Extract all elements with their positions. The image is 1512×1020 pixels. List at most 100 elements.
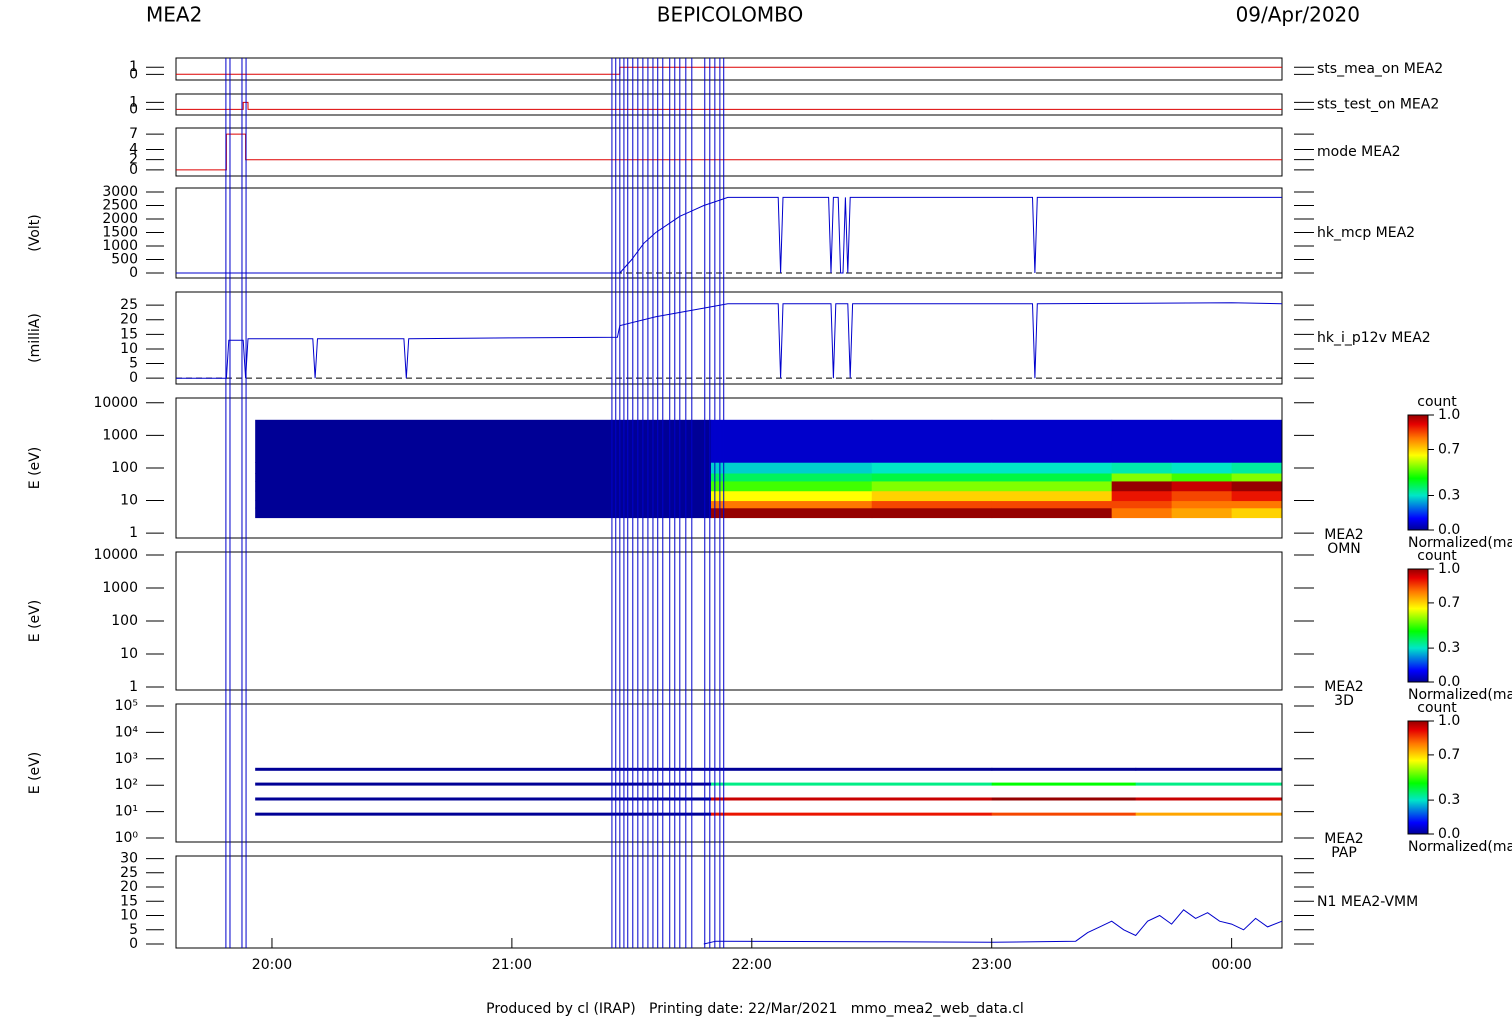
y-tick-label: 0	[129, 101, 138, 117]
y-tick-label: 100	[111, 613, 138, 629]
heatmap-cell	[711, 419, 873, 463]
y-tick-label: 15	[120, 893, 138, 909]
heatmap-cell	[1171, 507, 1233, 519]
y-tick-label: 5	[129, 922, 138, 938]
heatmap-cell	[1111, 419, 1173, 463]
panel-frame	[175, 855, 1283, 949]
heatmap-cell	[1111, 500, 1173, 509]
y-tick-label: 1000	[102, 427, 138, 443]
stripe-cell	[711, 767, 993, 771]
heatmap-cell	[871, 462, 993, 474]
y-tick-label: 0	[129, 265, 138, 281]
colorbar-tick-label: 0.7	[1438, 595, 1460, 611]
heatmap-cell	[1231, 462, 1283, 474]
colorbar-tick-label: 0.3	[1438, 640, 1460, 656]
y-tick-label: 4	[129, 141, 138, 157]
y-tick-label: 10	[120, 646, 138, 662]
heatmap-cell	[871, 480, 993, 492]
colorbar-label: Normalized(max)	[1408, 535, 1512, 551]
colorbar-tick-label: 1.0	[1438, 407, 1460, 423]
colorbar	[1407, 568, 1429, 683]
y-tick-label: 10000	[93, 547, 138, 563]
header-left: MEA2	[146, 3, 202, 27]
y-tick-label: 2000	[102, 211, 138, 227]
panel-label: MEA2	[1324, 831, 1363, 847]
y-tick-label: 10	[120, 341, 138, 357]
colorbar-tick-label: 0.7	[1438, 442, 1460, 458]
header-right: 09/Apr/2020	[1236, 3, 1360, 27]
panel-label: OMN	[1327, 541, 1361, 557]
colorbar-tick-label: 0.3	[1438, 488, 1460, 504]
colorbar-label: Normalized(max)	[1408, 687, 1512, 703]
series-label: N1 MEA2-VMM	[1317, 894, 1418, 910]
y-tick-label: 10⁰	[115, 830, 139, 846]
heatmap-cell	[991, 462, 1113, 474]
series-line	[176, 133, 1282, 171]
y-axis-label: (Volt)	[27, 214, 43, 251]
y-tick-label: 10⁵	[115, 698, 138, 714]
heatmap-cell	[991, 473, 1113, 482]
stripe-cell	[255, 782, 712, 786]
series-label: mode MEA2	[1317, 144, 1401, 160]
colorbar-tick-label: 1.0	[1438, 561, 1460, 577]
panel-label: MEA2	[1324, 679, 1363, 695]
series-line	[176, 196, 1282, 274]
heatmap-cell	[255, 490, 712, 502]
y-tick-label: 1000	[102, 238, 138, 254]
y-tick-label: 500	[111, 252, 138, 268]
heatmap-cell	[255, 500, 712, 509]
y-tick-label: 0	[129, 162, 138, 178]
panel-frame	[175, 57, 1283, 81]
y-tick-label: 30	[120, 851, 138, 867]
panel-frame	[175, 551, 1283, 691]
stripe-cell	[255, 812, 712, 816]
y-tick-label: 0	[129, 66, 138, 82]
heatmap-cell	[711, 473, 873, 482]
panel-label: PAP	[1331, 845, 1357, 861]
heatmap-cell	[711, 480, 873, 492]
y-axis-label: E (eV)	[27, 752, 43, 794]
y-tick-label: 2500	[102, 198, 138, 214]
heatmap-cell	[871, 507, 993, 519]
panel-frame	[175, 291, 1283, 385]
series-label: hk_i_p12v MEA2	[1317, 330, 1431, 346]
stripe-cell	[255, 797, 712, 801]
y-tick-label: 1	[129, 679, 138, 695]
heatmap-cell	[1231, 490, 1283, 502]
heatmap-cell	[871, 473, 993, 482]
y-tick-label: 20	[120, 879, 138, 895]
stripe-cell	[1135, 782, 1283, 786]
panel-frame	[175, 187, 1283, 279]
y-axis-label: E (eV)	[27, 600, 43, 642]
heatmap-cell	[991, 490, 1113, 502]
colorbar	[1407, 720, 1429, 835]
heatmap-cell	[1231, 507, 1283, 519]
colorbar-tick-label: 0.7	[1438, 747, 1460, 763]
series-label: sts_test_on MEA2	[1317, 97, 1439, 113]
y-tick-label: 5	[129, 356, 138, 372]
stripe-cell	[711, 812, 993, 816]
heatmap-cell	[255, 507, 712, 519]
heatmap-cell	[711, 500, 873, 509]
stripe-cell	[1135, 812, 1283, 816]
y-tick-label: 1000	[102, 580, 138, 596]
panel-frame	[175, 127, 1283, 177]
x-tick-label: 20:00	[252, 957, 292, 973]
colorbar-title: count	[1417, 700, 1457, 716]
heatmap-cell	[871, 490, 993, 502]
heatmap-cell	[255, 480, 712, 492]
heatmap-cell	[871, 500, 993, 509]
heatmap-cell	[1111, 462, 1173, 474]
stripe-cell	[255, 767, 712, 771]
y-tick-label: 7	[129, 126, 138, 142]
heatmap-cell	[991, 507, 1113, 519]
colorbar-tick-label: 0.3	[1438, 792, 1460, 808]
stripe-cell	[711, 782, 993, 786]
heatmap-cell	[1231, 473, 1283, 482]
heatmap-cell	[1111, 480, 1173, 492]
y-tick-label: 10	[120, 493, 138, 509]
y-tick-label: 10⁴	[115, 724, 139, 740]
y-tick-label: 1	[129, 525, 138, 541]
colorbar-tick-label: 1.0	[1438, 713, 1460, 729]
